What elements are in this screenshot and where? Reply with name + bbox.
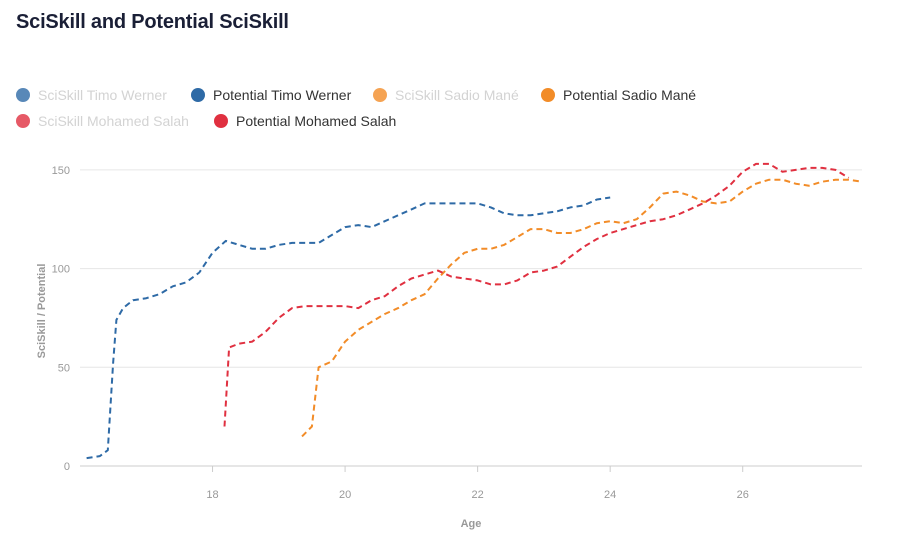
x-tick-label: 22 bbox=[472, 489, 484, 501]
legend-marker-icon bbox=[16, 88, 30, 102]
grid-lines bbox=[80, 169, 862, 368]
x-tick-label: 20 bbox=[339, 489, 351, 501]
legend-label: SciSkill Timo Werner bbox=[38, 87, 167, 103]
series-lines bbox=[86, 162, 863, 460]
y-tick-label: 150 bbox=[52, 165, 70, 177]
legend-item-sciskill-mohamed-salah[interactable]: SciSkill Mohamed Salah bbox=[16, 110, 189, 132]
legend-item-sciskill-sadio-mane[interactable]: SciSkill Sadio Mané bbox=[373, 84, 519, 106]
page-title: SciSkill and Potential SciSkill bbox=[16, 11, 289, 33]
legend-label: SciSkill Mohamed Salah bbox=[38, 113, 189, 129]
series-line-potential-sadio-man-[interactable] bbox=[301, 178, 863, 438]
legend-item-potential-mohamed-salah[interactable]: Potential Mohamed Salah bbox=[214, 110, 396, 132]
y-tick-label: 0 bbox=[64, 461, 70, 473]
legend-label: SciSkill Sadio Mané bbox=[395, 87, 519, 103]
y-tick-label: 100 bbox=[52, 264, 70, 276]
legend-marker-icon bbox=[16, 114, 30, 128]
legend-marker-icon bbox=[214, 114, 228, 128]
series-line-potential-mohamed-salah[interactable] bbox=[223, 162, 850, 427]
y-tick-label: 50 bbox=[58, 362, 70, 374]
series-line-potential-timo-werner[interactable] bbox=[86, 196, 611, 460]
legend-label: Potential Mohamed Salah bbox=[236, 113, 397, 129]
legend-marker-icon bbox=[541, 88, 555, 102]
x-axis: 18 20 22 24 26 bbox=[206, 466, 749, 501]
legend: SciSkill Timo Werner Potential Timo Wern… bbox=[16, 84, 886, 134]
x-tick-label: 26 bbox=[737, 489, 749, 501]
x-tick-label: 24 bbox=[604, 489, 616, 501]
legend-item-potential-sadio-mane[interactable]: Potential Sadio Mané bbox=[541, 84, 696, 106]
legend-item-potential-timo-werner[interactable]: Potential Timo Werner bbox=[191, 84, 351, 106]
legend-label: Potential Timo Werner bbox=[213, 87, 352, 103]
legend-item-sciskill-timo-werner[interactable]: SciSkill Timo Werner bbox=[16, 84, 167, 106]
x-axis-title: Age bbox=[461, 518, 482, 530]
y-axis-title: SciSkill / Potential bbox=[36, 264, 48, 359]
x-tick-label: 18 bbox=[206, 489, 218, 501]
legend-marker-icon bbox=[191, 88, 205, 102]
y-axis: 0 50 100 150 bbox=[52, 165, 70, 473]
legend-label: Potential Sadio Mané bbox=[563, 87, 697, 103]
legend-marker-icon bbox=[373, 88, 387, 102]
